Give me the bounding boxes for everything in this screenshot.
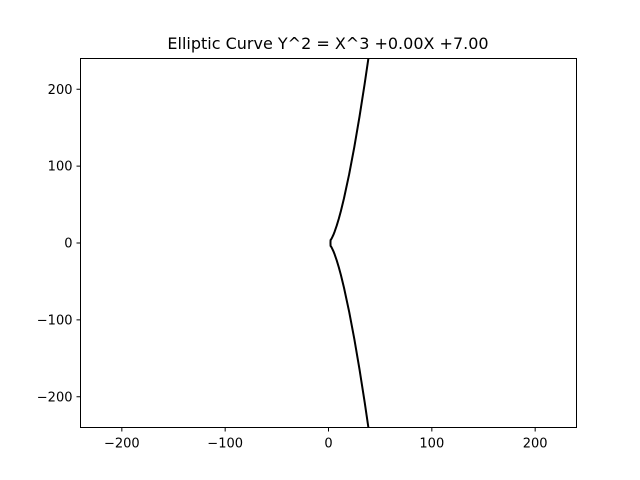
x-tick-label: −100: [207, 437, 243, 452]
y-tick-label: 100: [48, 160, 73, 175]
chart-title: Elliptic Curve Y^2 = X^3 +0.00X +7.00: [167, 34, 488, 53]
plot-area-frame: [80, 58, 577, 428]
y-tick-label: 200: [48, 83, 73, 98]
x-tick-label: 100: [419, 437, 444, 452]
curve-line-0: [329, 58, 370, 428]
y-tick-label: −100: [37, 313, 73, 328]
x-tick-label: −200: [104, 437, 140, 452]
x-tick-label: 200: [523, 437, 548, 452]
y-tick-label: −200: [37, 390, 73, 405]
x-tick-label: 0: [324, 437, 332, 452]
y-tick-label: 0: [64, 237, 72, 252]
